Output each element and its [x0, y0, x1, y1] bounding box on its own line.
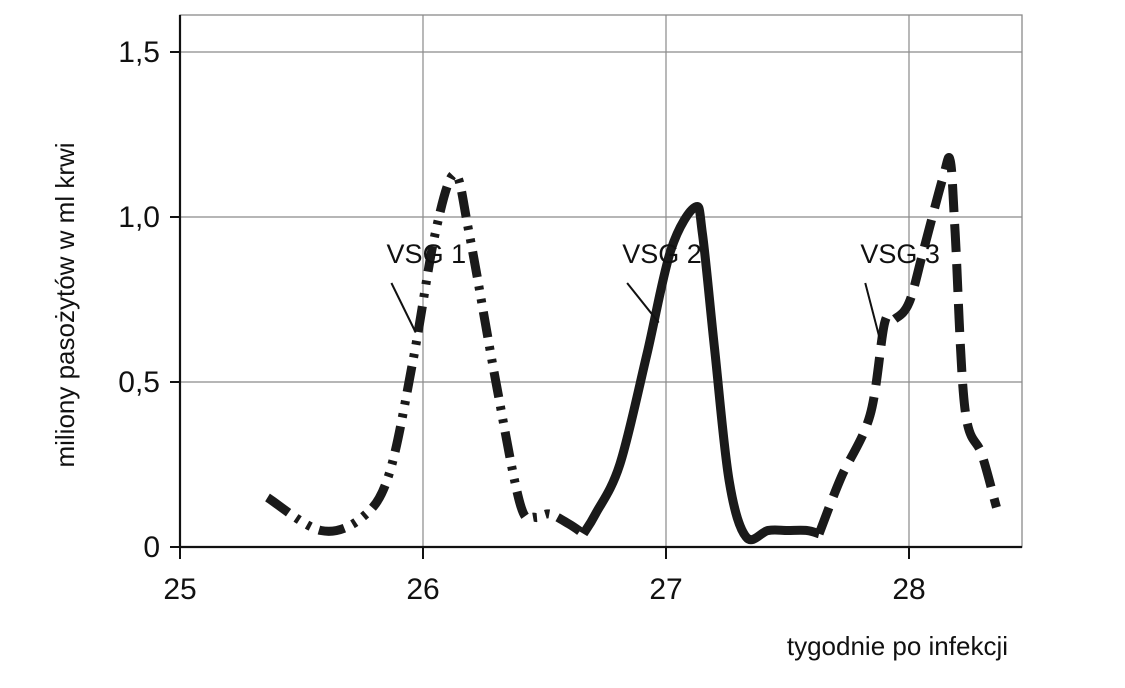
series-annotations: VSG 1 VSG 2 VSG 3 [387, 239, 940, 340]
series-line-vsg-2 [579, 202, 821, 545]
leader-line-vsg-1 [390, 282, 417, 333]
series-line-vsg-1 [265, 169, 587, 538]
y-tick-label: 0,5 [118, 366, 160, 399]
tick-labels: 25 26 27 28 0 0,5 1,0 1,5 [118, 36, 925, 606]
series-lines [265, 152, 1001, 545]
x-tick-label: 28 [892, 573, 925, 606]
x-tick-label: 25 [163, 573, 196, 606]
leader-line-vsg-3 [864, 282, 881, 340]
y-tick-label: 1,0 [118, 201, 160, 234]
series-line-vsg-3 [814, 152, 1001, 536]
y-tick-label: 1,5 [118, 36, 160, 69]
annotation-vsg-2: VSG 2 [622, 239, 702, 269]
axes [170, 15, 1022, 559]
annotation-vsg-1: VSG 1 [387, 239, 467, 269]
y-tick-label: 0 [143, 531, 160, 564]
annotation-vsg-3: VSG 3 [860, 239, 940, 269]
plot-frame [179, 14, 1023, 548]
leader-line-vsg-2 [626, 282, 660, 324]
x-tick-label: 27 [649, 573, 682, 606]
y-axis-label: miliony pasożytów w ml krwi [50, 142, 80, 467]
x-axis-label: tygodnie po infekcji [787, 631, 1008, 661]
grid [179, 14, 1023, 548]
x-tick-label: 26 [406, 573, 439, 606]
